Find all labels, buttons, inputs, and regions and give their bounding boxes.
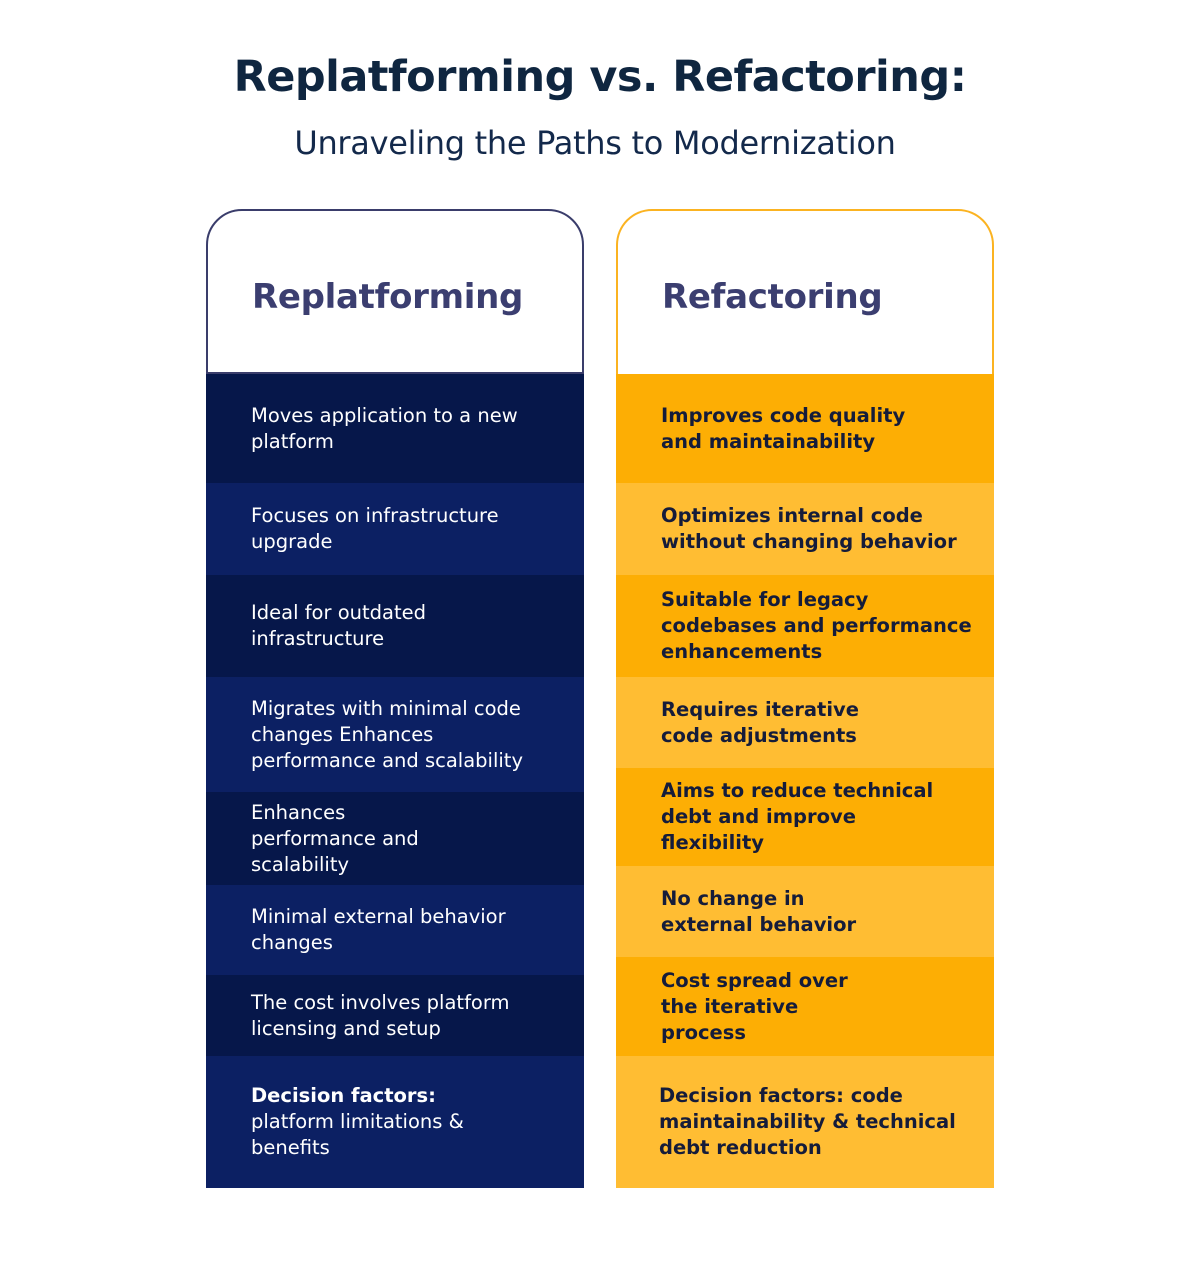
refactoring-row: No change in external behavior — [616, 866, 994, 957]
decision-label: Decision factors: — [659, 1084, 844, 1107]
page-title: Replatforming vs. Refactoring: — [233, 52, 967, 102]
replatforming-column: Replatforming Moves application to a new… — [206, 209, 584, 1188]
refactoring-row: Optimizes internal code without changing… — [616, 483, 994, 575]
row-text: Aims to reduce technical debt and improv… — [661, 779, 934, 854]
replatforming-row: Enhances performance and scalability — [206, 792, 584, 885]
row-text: Moves application to a new platform — [251, 403, 518, 453]
refactoring-title: Refactoring — [662, 277, 883, 317]
refactoring-row: Requires iterative code adjustments — [616, 677, 994, 768]
row-text: Cost spread over the iterative process — [661, 968, 848, 1044]
decision-text: Decision factors: code maintainability &… — [659, 1083, 974, 1161]
row-text: Migrates with minimal code changes Enhan… — [251, 696, 523, 772]
row-text: Enhances performance and scalability — [251, 800, 419, 876]
replatforming-row: Migrates with minimal code changes Enhan… — [206, 677, 584, 792]
refactoring-decision-row: Decision factors: code maintainability &… — [616, 1056, 994, 1188]
row-text: Optimizes internal code without changing… — [661, 504, 957, 553]
row-text: Ideal for outdated infrastructure — [251, 601, 426, 650]
page-subtitle: Unraveling the Paths to Modernization — [294, 124, 896, 162]
row-text: The cost involves platform licensing and… — [251, 990, 510, 1040]
row-text: No change in external behavior — [661, 886, 857, 936]
row-text: Focuses on infrastructure upgrade — [251, 504, 499, 553]
row-text: Requires iterative code adjustments — [661, 697, 859, 747]
decision-value: platform limitations & benefits — [251, 1110, 464, 1159]
refactoring-header: Refactoring — [616, 209, 994, 374]
refactoring-row: Cost spread over the iterative process — [616, 957, 994, 1056]
row-text: Minimal external behavior changes — [251, 905, 506, 954]
replatforming-decision-row: Decision factors: platform limitations &… — [206, 1056, 584, 1188]
refactoring-column: Refactoring Improves code quality and ma… — [616, 209, 994, 1188]
replatforming-row: Ideal for outdated infrastructure — [206, 575, 584, 677]
replatforming-row: Focuses on infrastructure upgrade — [206, 483, 584, 575]
row-text: Improves code quality and maintainabilit… — [661, 403, 906, 453]
refactoring-row: Improves code quality and maintainabilit… — [616, 374, 994, 483]
decision-text: Decision factors: platform limitations &… — [251, 1083, 521, 1161]
replatforming-row: Minimal external behavior changes — [206, 885, 584, 975]
refactoring-row: Aims to reduce technical debt and improv… — [616, 768, 994, 866]
row-text: Suitable for legacy codebases and perfor… — [661, 588, 972, 663]
replatforming-title: Replatforming — [252, 277, 524, 317]
decision-label: Decision factors: — [251, 1084, 436, 1107]
replatforming-row: The cost involves platform licensing and… — [206, 975, 584, 1056]
replatforming-row: Moves application to a new platform — [206, 374, 584, 483]
decision-value: code maintainability & technical debt re… — [659, 1084, 956, 1159]
refactoring-row: Suitable for legacy codebases and perfor… — [616, 575, 994, 677]
replatforming-header: Replatforming — [206, 209, 584, 374]
